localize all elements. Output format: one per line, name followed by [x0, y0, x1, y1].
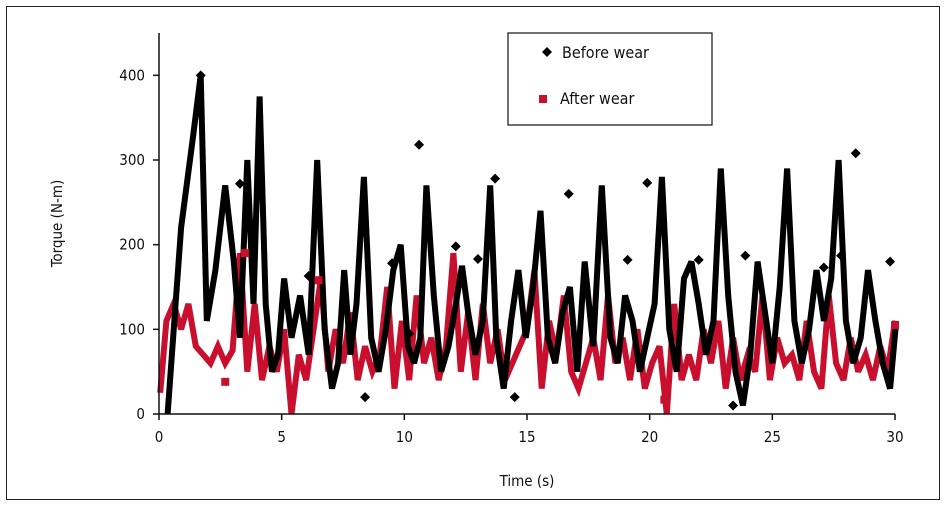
data-point-before-wear [414, 139, 425, 150]
data-point-before-wear [490, 173, 501, 184]
data-point-before-wear [234, 178, 245, 189]
data-point-before-wear [740, 250, 751, 261]
data-point-before-wear [622, 254, 633, 265]
data-point-before-wear [387, 258, 398, 269]
data-point-after-wear [240, 249, 249, 258]
y-tick-label: 400 [119, 66, 145, 84]
series-line-before-wear [164, 74, 900, 415]
y-tick-label: 100 [119, 320, 145, 338]
x-tick-label: 20 [641, 428, 658, 446]
y-tick-label: 200 [119, 236, 145, 254]
y-tick-label: 300 [119, 151, 145, 169]
data-point-before-wear [885, 256, 896, 267]
data-point-before-wear [693, 254, 704, 265]
series-layer [157, 70, 900, 415]
data-point-before-wear [728, 400, 739, 411]
data-point-before-wear [509, 392, 520, 403]
x-tick-label: 15 [518, 428, 535, 446]
data-point-before-wear [450, 241, 461, 252]
data-point-before-wear [818, 262, 829, 273]
legend-label-after-wear: After wear [560, 89, 634, 108]
x-tick-label: 0 [155, 428, 164, 446]
data-point-after-wear [314, 276, 323, 285]
data-point-before-wear [303, 270, 314, 281]
legend: Before wear After wear [507, 32, 713, 126]
data-point-before-wear [360, 392, 371, 403]
legend-box [507, 32, 713, 126]
data-point-before-wear [472, 254, 483, 265]
data-point-after-wear [891, 321, 899, 330]
data-point-before-wear [836, 250, 847, 261]
data-point-after-wear [660, 395, 669, 404]
x-tick-label: 25 [764, 428, 781, 446]
x-tick-label: 10 [396, 428, 413, 446]
x-tick-label: 5 [277, 428, 286, 446]
y-tick-label: 0 [136, 405, 145, 423]
x-tick-label: 30 [886, 428, 903, 446]
y-axis-title: Torque (N-m) [48, 180, 66, 269]
x-axis-title: Time (s) [499, 472, 555, 490]
data-point-before-wear [563, 188, 574, 199]
data-point-after-wear [221, 377, 230, 386]
legend-marker-after-wear [539, 95, 547, 103]
legend-marker-before-wear [542, 47, 552, 57]
data-point-before-wear [404, 328, 415, 339]
data-point-before-wear [850, 148, 861, 159]
data-point-before-wear [642, 177, 653, 188]
data-point-before-wear [195, 70, 206, 81]
legend-label-before-wear: Before wear [562, 43, 649, 62]
